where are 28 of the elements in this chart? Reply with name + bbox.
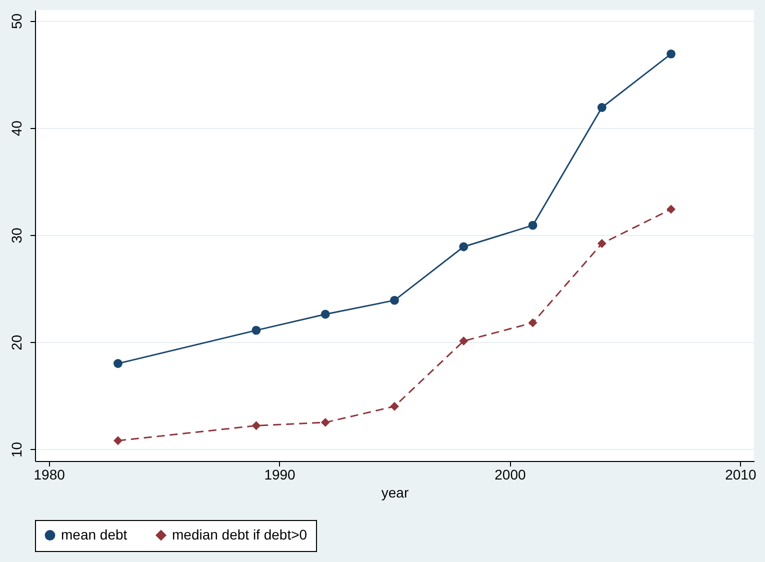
point: [459, 242, 468, 252]
point: [528, 318, 538, 328]
point: [666, 49, 676, 58]
point: [252, 326, 261, 335]
x-tick-label: 1990: [264, 466, 296, 482]
point: [597, 103, 606, 112]
point: [320, 418, 330, 427]
y-tick-label: 20: [8, 334, 24, 350]
x-tick-label: 2010: [725, 466, 756, 482]
y-tick-label: 50: [8, 13, 24, 29]
legend-label: mean debt: [61, 526, 128, 542]
point: [113, 359, 122, 368]
point: [113, 436, 122, 446]
point: [459, 336, 468, 346]
point: [252, 421, 261, 430]
legend-label: median debt if debt>0: [172, 526, 308, 542]
point: [390, 402, 399, 411]
x-tick-label: 1980: [34, 466, 66, 482]
y-tick-label: 40: [8, 120, 24, 136]
point: [666, 204, 676, 214]
x-axis-title: year: [381, 484, 409, 500]
point: [320, 310, 330, 319]
x-tick-label: 2000: [494, 466, 526, 482]
point: [528, 220, 538, 230]
point: [597, 239, 606, 248]
y-tick-label: 30: [8, 227, 24, 244]
y-tick-label: 10: [8, 442, 24, 458]
point: [390, 296, 399, 305]
